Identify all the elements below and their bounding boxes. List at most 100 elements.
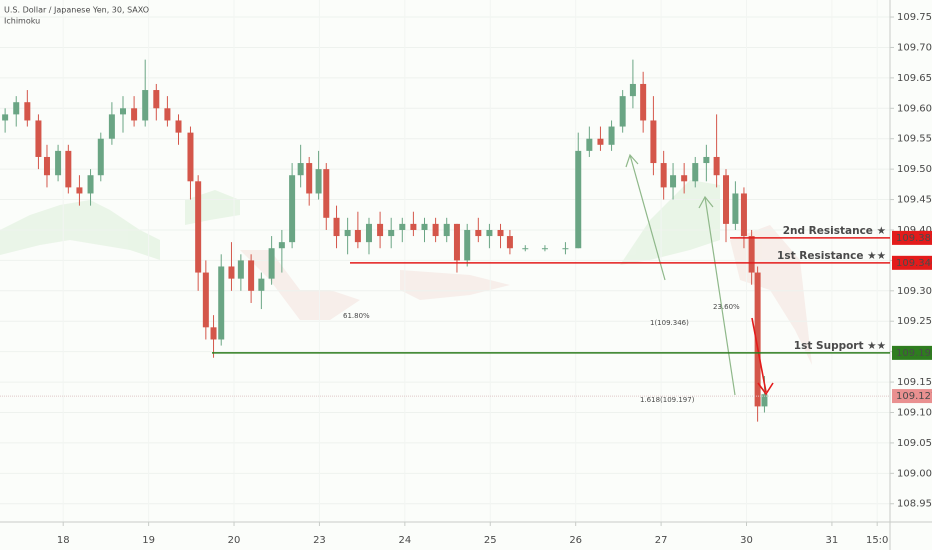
candle-body bbox=[497, 229, 504, 237]
arrow-head bbox=[625, 153, 639, 168]
price-tag-label: 109.198 bbox=[896, 348, 932, 359]
candle-body bbox=[258, 278, 265, 291]
fib-label: 61.80% bbox=[343, 312, 370, 320]
candle-body bbox=[475, 229, 482, 237]
candle-body bbox=[2, 114, 9, 121]
x-tick-label: 23 bbox=[313, 535, 326, 546]
price-tag bbox=[892, 389, 932, 404]
candle-body bbox=[692, 163, 699, 182]
candle-body bbox=[670, 175, 677, 188]
candle-body bbox=[55, 150, 62, 176]
x-tick-label: 20 bbox=[228, 535, 241, 546]
fib-label: 1(109.346) bbox=[650, 319, 689, 327]
x-tick-label: 15:0 bbox=[866, 535, 888, 546]
drawings bbox=[625, 153, 774, 396]
candle-body bbox=[410, 223, 417, 230]
price-tag bbox=[892, 230, 932, 245]
candle-body bbox=[97, 138, 104, 176]
plot bbox=[0, 16, 890, 505]
candle-body bbox=[108, 114, 115, 139]
candle-body bbox=[388, 229, 395, 237]
y-tick-label: 109.750 bbox=[897, 12, 932, 23]
candle-body bbox=[315, 169, 322, 194]
candle-body bbox=[660, 163, 667, 188]
y-tick-label: 109.300 bbox=[897, 286, 932, 297]
y-tick-label: 109.150 bbox=[897, 377, 932, 388]
candle-body bbox=[344, 229, 351, 237]
candle-body bbox=[399, 223, 406, 230]
y-tick-label: 109.400 bbox=[897, 225, 932, 236]
candle-body bbox=[268, 248, 275, 279]
candle-body bbox=[365, 223, 372, 243]
x-tick-label: 18 bbox=[57, 535, 70, 546]
y-tick-label: 109.450 bbox=[897, 195, 932, 206]
candle-body bbox=[35, 120, 42, 157]
price-tag bbox=[892, 345, 932, 360]
projection-arrow bbox=[629, 154, 666, 281]
fib-label: 1.618(109.197) bbox=[640, 396, 695, 404]
x-tick-label: 24 bbox=[398, 535, 411, 546]
candle-body bbox=[421, 223, 428, 230]
forecast-arrow bbox=[751, 317, 767, 393]
candle-body bbox=[522, 248, 529, 250]
candle-body bbox=[278, 242, 285, 249]
candle-body bbox=[432, 223, 439, 237]
candle-body bbox=[248, 260, 255, 291]
level-label: 1st Resistance ★★ bbox=[777, 250, 886, 262]
candle-body bbox=[453, 223, 460, 261]
x-tick-label: 25 bbox=[484, 535, 497, 546]
chart-title: U.S. Dollar / Japanese Yen, 30, SAXO bbox=[4, 6, 149, 15]
candle-body bbox=[131, 108, 138, 121]
y-tick-label: 108.950 bbox=[897, 499, 932, 510]
candle-body bbox=[740, 193, 747, 237]
x-tick-label: 26 bbox=[569, 535, 582, 546]
level-label: 1st Support ★★ bbox=[794, 340, 886, 352]
candle-body bbox=[575, 150, 582, 249]
candle-body bbox=[754, 272, 761, 407]
candle-body bbox=[228, 266, 235, 279]
y-tick-label: 109.050 bbox=[897, 438, 932, 449]
candle-body bbox=[443, 223, 450, 237]
y-tick-label: 109.100 bbox=[897, 407, 932, 418]
candle-body bbox=[13, 102, 20, 115]
candle-body bbox=[562, 248, 569, 250]
x-tick-label: 31 bbox=[826, 535, 839, 546]
candle-body bbox=[323, 169, 330, 218]
candle-body bbox=[24, 102, 31, 121]
candle-body bbox=[297, 163, 304, 176]
candle-body bbox=[732, 193, 739, 224]
candle-body bbox=[164, 108, 171, 121]
projection-arrow bbox=[704, 196, 736, 396]
candle-body bbox=[218, 266, 225, 340]
candle-body bbox=[377, 223, 384, 237]
indicator-name: Ichimoku bbox=[4, 17, 40, 26]
candle-body bbox=[187, 132, 194, 182]
candle-body bbox=[210, 327, 217, 340]
candle-body bbox=[76, 187, 83, 194]
candle-body bbox=[486, 229, 493, 237]
candle-body bbox=[629, 83, 636, 97]
candle-body bbox=[153, 90, 160, 109]
price-tag-label: 109.387 bbox=[896, 233, 932, 244]
candle-body bbox=[464, 229, 471, 261]
fib-label: 23.60% bbox=[713, 303, 740, 311]
candle-body bbox=[195, 181, 202, 273]
candle-body bbox=[541, 248, 548, 250]
candle-body bbox=[333, 217, 340, 237]
level-label: 2nd Resistance ★ bbox=[783, 225, 886, 237]
candle-body bbox=[65, 150, 72, 188]
arrow-head bbox=[698, 195, 714, 209]
y-tick-label: 109.650 bbox=[897, 73, 932, 84]
y-tick-label: 109.500 bbox=[897, 164, 932, 175]
y-tick-label: 109.250 bbox=[897, 316, 932, 327]
candle-body bbox=[87, 175, 94, 194]
candle-body bbox=[237, 260, 244, 279]
arrow-head bbox=[757, 382, 774, 396]
candle-body bbox=[119, 108, 126, 115]
candle-body bbox=[681, 175, 688, 182]
candle-body bbox=[175, 120, 182, 133]
y-tick-label: 109.700 bbox=[897, 42, 932, 53]
candle-body bbox=[43, 156, 50, 176]
candle-body bbox=[202, 272, 209, 328]
